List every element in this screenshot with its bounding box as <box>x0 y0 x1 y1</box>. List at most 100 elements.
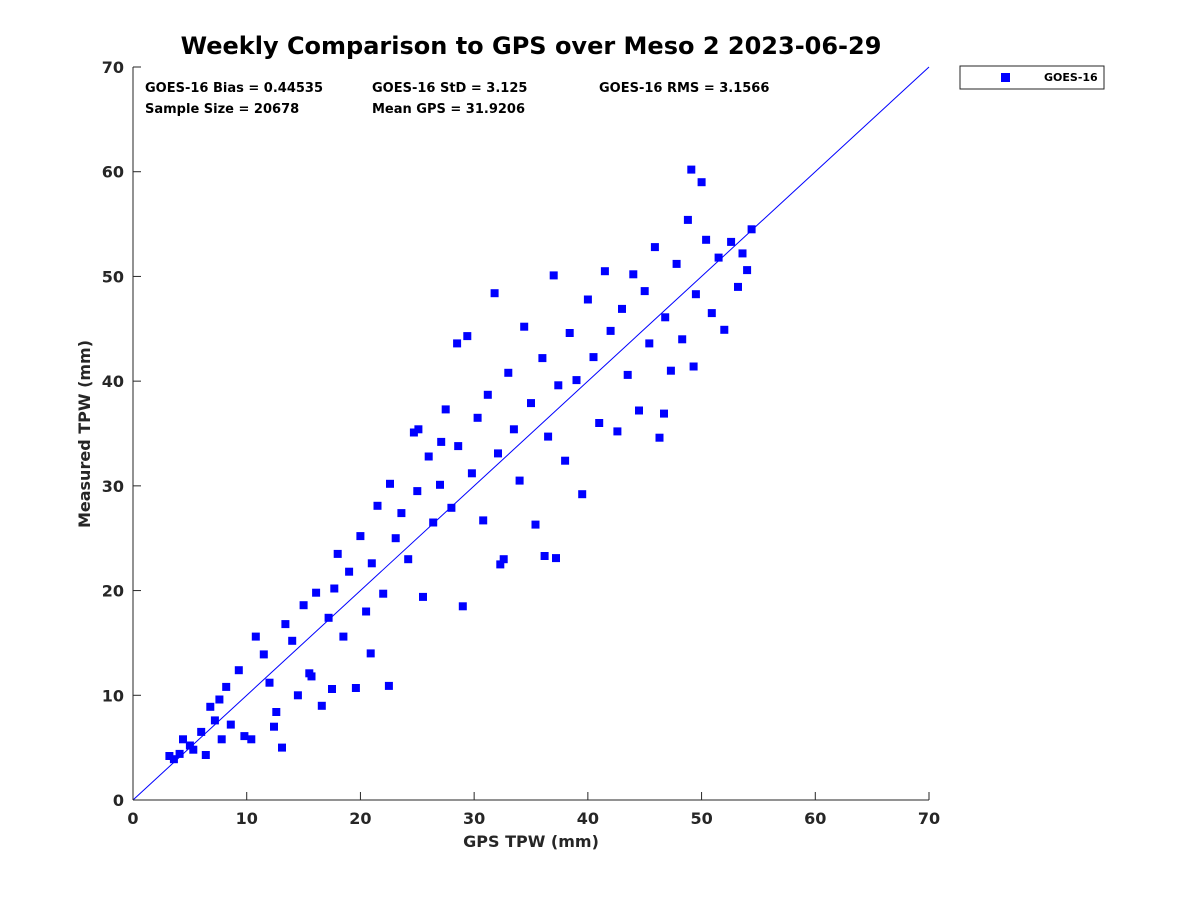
scatter-point-57 <box>479 516 488 525</box>
scatter-point-17 <box>259 650 268 659</box>
stat-sample-size: Sample Size = 20678 <box>145 102 299 117</box>
scatter-point-36 <box>367 559 376 568</box>
scatter-point-116 <box>328 685 336 693</box>
scatter-point-83 <box>623 370 632 379</box>
scatter-point-38 <box>379 589 388 598</box>
scatter-point-14 <box>240 732 249 741</box>
x-tick-label-1: 10 <box>236 809 258 828</box>
scatter-point-28 <box>324 613 333 622</box>
scatter-point-1 <box>169 755 178 764</box>
scatter-point-12 <box>226 720 235 729</box>
scatter-point-19 <box>272 708 281 716</box>
scatter-point-55 <box>467 469 476 478</box>
scatter-point-44 <box>409 428 418 437</box>
scatter-point-107 <box>689 362 698 371</box>
scatter-point-32 <box>345 567 354 576</box>
scatter-point-101 <box>720 325 729 334</box>
scatter-point-13 <box>234 666 243 675</box>
scatter-point-115 <box>366 649 375 658</box>
scatter-point-48 <box>429 518 438 527</box>
y-tick-label-7: 70 <box>102 58 124 77</box>
scatter-point-71 <box>554 381 563 390</box>
chart-title: Weekly Comparison to GPS over Meso 2 202… <box>181 32 882 60</box>
legend-entry-goes16: GOES-16 <box>1044 71 1098 84</box>
scatter-point-81 <box>613 427 622 436</box>
scatter-point-53 <box>458 602 467 611</box>
scatter-point-6 <box>197 727 206 736</box>
scatter-point-33 <box>351 684 360 692</box>
scatter-point-56 <box>473 413 482 422</box>
scatter-point-110 <box>540 552 549 560</box>
scatter-point-113 <box>437 437 446 446</box>
y-tick-label-6: 60 <box>102 163 124 182</box>
scatter-point-79 <box>600 267 609 276</box>
scatter-point-59 <box>490 289 499 298</box>
scatter-point-21 <box>281 620 290 629</box>
one-to-one-line <box>132 66 930 801</box>
scatter-point-97 <box>697 178 706 187</box>
scatter-point-62 <box>504 368 513 377</box>
stat-bias: GOES-16 Bias = 0.44535 <box>145 81 323 96</box>
scatter-point-2 <box>175 749 184 758</box>
scatter-point-85 <box>635 406 643 415</box>
scatter-point-118 <box>270 722 278 731</box>
scatter-point-103 <box>734 282 742 291</box>
scatter-point-95 <box>687 165 696 174</box>
x-tick-label-6: 60 <box>804 809 826 828</box>
scatter-point-90 <box>661 313 670 322</box>
scatter-point-78 <box>595 419 604 427</box>
scatter-point-31 <box>339 632 348 641</box>
stat-rms: GOES-16 RMS = 3.1566 <box>599 81 769 96</box>
y-tick-label-1: 10 <box>102 686 124 705</box>
scatter-point-7 <box>201 751 210 759</box>
scatter-point-106 <box>747 225 756 234</box>
scatter-point-30 <box>333 549 342 558</box>
statistics-annotations: GOES-16 Bias = 0.44535 GOES-16 StD = 3.1… <box>145 81 769 117</box>
scatter-point-72 <box>561 456 570 465</box>
x-tick-label-5: 50 <box>690 809 712 828</box>
scatter-point-8 <box>206 702 215 711</box>
scatter-point-22 <box>288 636 297 645</box>
scatter-point-102 <box>727 237 736 246</box>
scatter-point-70 <box>549 271 558 280</box>
scatter-point-77 <box>589 353 598 362</box>
scatter-point-26 <box>312 588 321 597</box>
scatter-point-35 <box>362 607 371 616</box>
scatter-point-43 <box>404 555 413 564</box>
scatter-point-61 <box>499 555 508 564</box>
scatter-point-40 <box>384 681 393 690</box>
scatter-point-91 <box>666 366 675 375</box>
scatter-point-24 <box>299 601 308 610</box>
scatter-point-37 <box>373 501 382 510</box>
scatter-point-39 <box>386 479 394 488</box>
scatter-point-73 <box>565 329 574 337</box>
y-tick-label-2: 20 <box>102 582 124 601</box>
scatter-point-92 <box>672 259 681 268</box>
scatter-point-94 <box>683 215 692 224</box>
scatter-point-99 <box>707 309 716 318</box>
stat-std: GOES-16 StD = 3.125 <box>372 81 527 96</box>
scatter-point-119 <box>217 735 226 744</box>
scatter-point-75 <box>578 490 587 499</box>
scatter-point-98 <box>702 235 711 244</box>
scatter-point-69 <box>544 432 553 441</box>
legend-marker-square-icon <box>1001 73 1010 82</box>
scatter-point-16 <box>251 632 260 641</box>
scatter-point-51 <box>447 503 456 512</box>
scatter-point-9 <box>210 716 219 725</box>
scatter-point-111 <box>496 560 505 569</box>
scatter-point-74 <box>572 376 581 385</box>
scatter-point-34 <box>356 532 365 541</box>
scatter-point-5 <box>189 745 198 754</box>
y-tick-label-3: 30 <box>102 477 124 496</box>
scatter-point-10 <box>215 695 224 704</box>
x-tick-label-2: 20 <box>349 809 371 828</box>
legend-box <box>959 65 1105 90</box>
scatter-point-87 <box>645 339 654 348</box>
scatter-point-0 <box>165 752 174 760</box>
x-tick-label-4: 40 <box>577 809 599 828</box>
y-tick-label-0: 0 <box>113 791 124 810</box>
scatter-point-15 <box>247 735 256 744</box>
scatter-point-23 <box>293 691 302 700</box>
